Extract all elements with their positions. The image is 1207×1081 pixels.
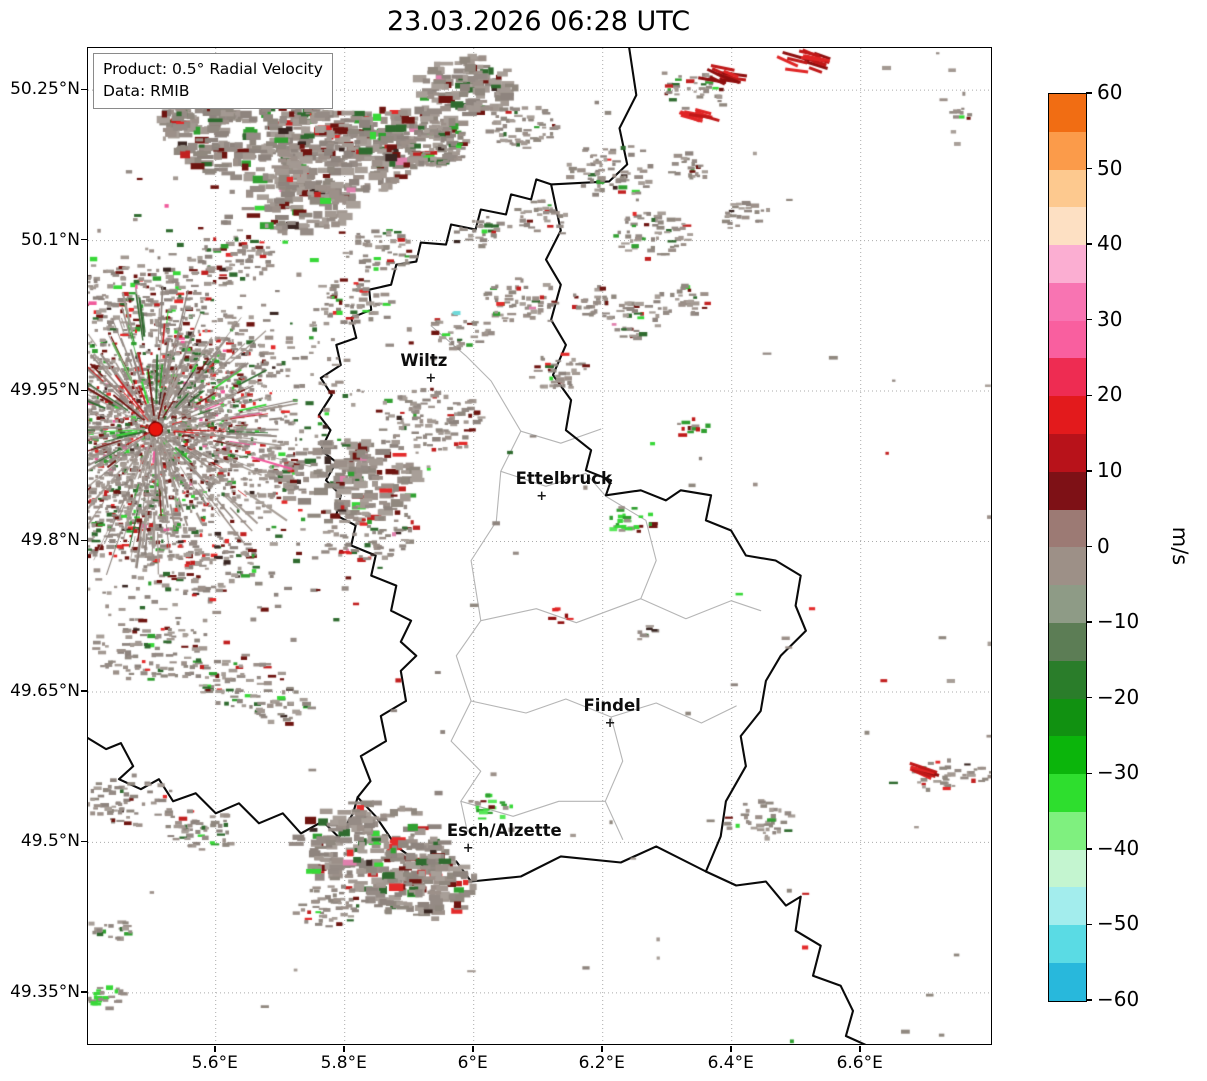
- colorbar-segment: [1049, 434, 1086, 472]
- lon-tick-label: 6.6°E: [836, 1053, 883, 1073]
- city-label: Wiltz: [400, 350, 448, 370]
- city-label: Ettelbruck: [515, 469, 612, 489]
- colorbar-segment: [1049, 509, 1086, 548]
- colorbar-tick-label: 60: [1097, 80, 1123, 104]
- city-marker: +: [462, 841, 474, 857]
- lat-tick-label: 49.65°N: [10, 680, 80, 701]
- colorbar-tick-label: 50: [1097, 155, 1123, 180]
- colorbar-tick-label: −60: [1097, 987, 1140, 1011]
- colorbar-tick-mark: [1086, 394, 1092, 397]
- product-label: Product: 0.5° Radial Velocity: [103, 60, 323, 78]
- lon-tick-mark: [214, 1046, 216, 1052]
- colorbar-tick-mark: [1086, 848, 1092, 850]
- lat-tick-label: 50.25°N: [10, 79, 80, 100]
- lat-tick-label: 49.95°N: [10, 380, 80, 401]
- lon-tick-mark: [601, 1046, 603, 1052]
- colorbar-segment: [1049, 925, 1086, 963]
- colorbar-tick-label: −10: [1097, 609, 1140, 634]
- colorbar-tick-label: 10: [1097, 457, 1123, 482]
- colorbar-tick-mark: [1086, 696, 1092, 699]
- colorbar-segment: [1049, 585, 1086, 623]
- colorbar-tick-mark: [1086, 470, 1092, 472]
- lon-tick-mark: [472, 1046, 474, 1052]
- colorbar-tick-mark: [1086, 621, 1092, 623]
- colorbar-tick-mark: [1086, 167, 1092, 170]
- colorbar-segment: [1049, 320, 1086, 359]
- colorbar-tick-label: 20: [1097, 382, 1123, 407]
- colorbar-unit-label: m/s: [1168, 526, 1192, 566]
- colorbar-segment: [1049, 811, 1086, 850]
- colorbar-segment: [1049, 396, 1086, 435]
- lon-tick-mark: [343, 1046, 345, 1052]
- colorbar-tick-label: −20: [1097, 684, 1140, 709]
- radar-echo-canvas: [88, 48, 991, 1044]
- city-marker: +: [536, 489, 548, 505]
- lon-tick-mark: [730, 1046, 732, 1052]
- colorbar-tick-label: −40: [1097, 835, 1140, 860]
- lat-tick-mark: [81, 840, 87, 843]
- city-label: Findel: [583, 696, 641, 716]
- lon-tick-label: 6.4°E: [707, 1053, 754, 1073]
- map-plot-area: + Wiltz + Ettelbruck + Findel + Esch/Alzette Pr…: [87, 47, 992, 1045]
- colorbar-tick-mark: [1086, 772, 1092, 774]
- colorbar-segment: [1049, 169, 1086, 208]
- city-label: Esch/Alzette: [446, 821, 562, 841]
- colorbar-tick-label: −30: [1097, 760, 1140, 785]
- lat-tick-mark: [81, 539, 87, 542]
- colorbar-segment: [1049, 471, 1086, 510]
- data-source-label: Data: RMIB: [103, 82, 190, 101]
- city-marker: +: [604, 716, 616, 732]
- colorbar-segment: [1049, 358, 1086, 397]
- colorbar-tick-mark: [1086, 545, 1092, 548]
- lon-tick-mark: [859, 1046, 861, 1052]
- colorbar-segment: [1049, 849, 1086, 888]
- colorbar-tick-label: 30: [1097, 306, 1123, 331]
- city-marker: +: [425, 370, 437, 386]
- colorbar-segment: [1049, 622, 1086, 661]
- colorbar-tick-label: 0: [1097, 533, 1110, 558]
- lat-tick-mark: [81, 389, 87, 391]
- lat-tick-mark: [81, 239, 87, 241]
- colorbar-tick-label: −50: [1097, 911, 1140, 936]
- lon-tick-label: 6°E: [457, 1053, 488, 1073]
- colorbar-segment: [1049, 736, 1086, 775]
- lon-tick-label: 5.8°E: [320, 1053, 367, 1073]
- product-info-box: Product: 0.5° Radial Velocity Data: RMIB: [93, 53, 333, 109]
- colorbar-tick-label: 40: [1097, 231, 1123, 256]
- colorbar-segment: [1049, 207, 1086, 246]
- colorbar-tick-mark: [1086, 243, 1092, 245]
- colorbar-segment: [1049, 547, 1086, 586]
- lat-tick-label: 49.35°N: [10, 981, 80, 1002]
- lat-tick-mark: [81, 88, 87, 91]
- colorbar-segment: [1049, 962, 1086, 1001]
- colorbar-segment: [1049, 887, 1086, 926]
- lon-tick-label: 5.6°E: [191, 1053, 238, 1073]
- colorbar-segment: [1049, 774, 1086, 812]
- chart-title: 23.03.2026 06:28 UTC: [386, 6, 691, 37]
- colorbar-segment: [1049, 698, 1086, 737]
- colorbar-segment: [1049, 282, 1086, 321]
- lat-tick-label: 49.5°N: [20, 831, 80, 852]
- colorbar-tick-mark: [1086, 92, 1092, 94]
- lat-tick-mark: [81, 690, 87, 692]
- lat-tick-label: 50.1°N: [20, 229, 80, 250]
- colorbar-tick-mark: [1086, 319, 1092, 321]
- lat-tick-mark: [81, 991, 87, 993]
- colorbar-segment: [1049, 660, 1086, 699]
- lon-tick-label: 6.2°E: [578, 1053, 625, 1073]
- lat-tick-label: 49.8°N: [20, 530, 80, 551]
- colorbar-tick-mark: [1086, 999, 1092, 1001]
- colorbar-segment: [1049, 131, 1086, 170]
- colorbar-tick-mark: [1086, 923, 1092, 926]
- colorbar-segment: [1049, 245, 1086, 283]
- colorbar-segment: [1049, 94, 1086, 132]
- colorbar: [1048, 93, 1087, 1002]
